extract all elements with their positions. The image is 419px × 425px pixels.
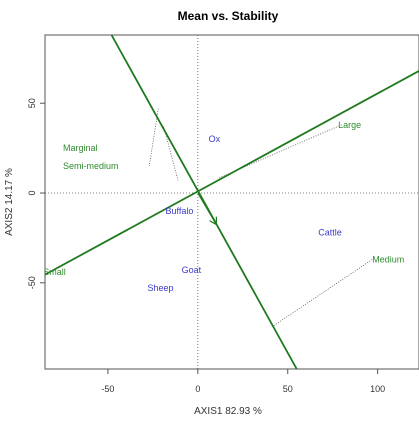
plot-frame bbox=[44, 34, 419, 370]
point-label: Buffalo bbox=[165, 206, 193, 216]
x-tick-label: -50 bbox=[101, 384, 114, 394]
point-label: Large bbox=[338, 120, 361, 130]
y-tick-label: 0 bbox=[27, 191, 37, 196]
x-tick-label: 0 bbox=[195, 384, 200, 394]
projection-line-3 bbox=[273, 259, 373, 327]
x-axis-label: AXIS1 82.93 % bbox=[194, 406, 262, 417]
point-label: Marginal bbox=[63, 143, 98, 153]
y-tick-label: -50 bbox=[27, 276, 37, 289]
point-label: Goat bbox=[182, 265, 202, 275]
x-tick-label: 100 bbox=[370, 384, 385, 394]
x-tick-label: 50 bbox=[283, 384, 293, 394]
point-label: Semi-medium bbox=[63, 161, 119, 171]
axis-line-0 bbox=[45, 70, 419, 276]
point-label: Medium bbox=[372, 254, 404, 264]
point-label: Ox bbox=[209, 134, 221, 144]
projection-line-0 bbox=[148, 108, 159, 167]
chart-title: Mean vs. Stability bbox=[178, 9, 279, 23]
projection-line-1 bbox=[163, 126, 179, 181]
y-axis: -50 0 50 bbox=[27, 98, 45, 289]
axis-line-1 bbox=[110, 35, 298, 369]
average-direction-arrow bbox=[197, 192, 216, 224]
point-label: Small bbox=[43, 267, 66, 277]
x-axis: -50 0 50 100 bbox=[101, 369, 385, 394]
y-axis-label: AXIS2 14.17 % bbox=[4, 168, 15, 236]
point-label: Cattle bbox=[318, 228, 342, 238]
point-label: Sheep bbox=[147, 283, 173, 293]
y-tick-label: 50 bbox=[27, 98, 37, 108]
